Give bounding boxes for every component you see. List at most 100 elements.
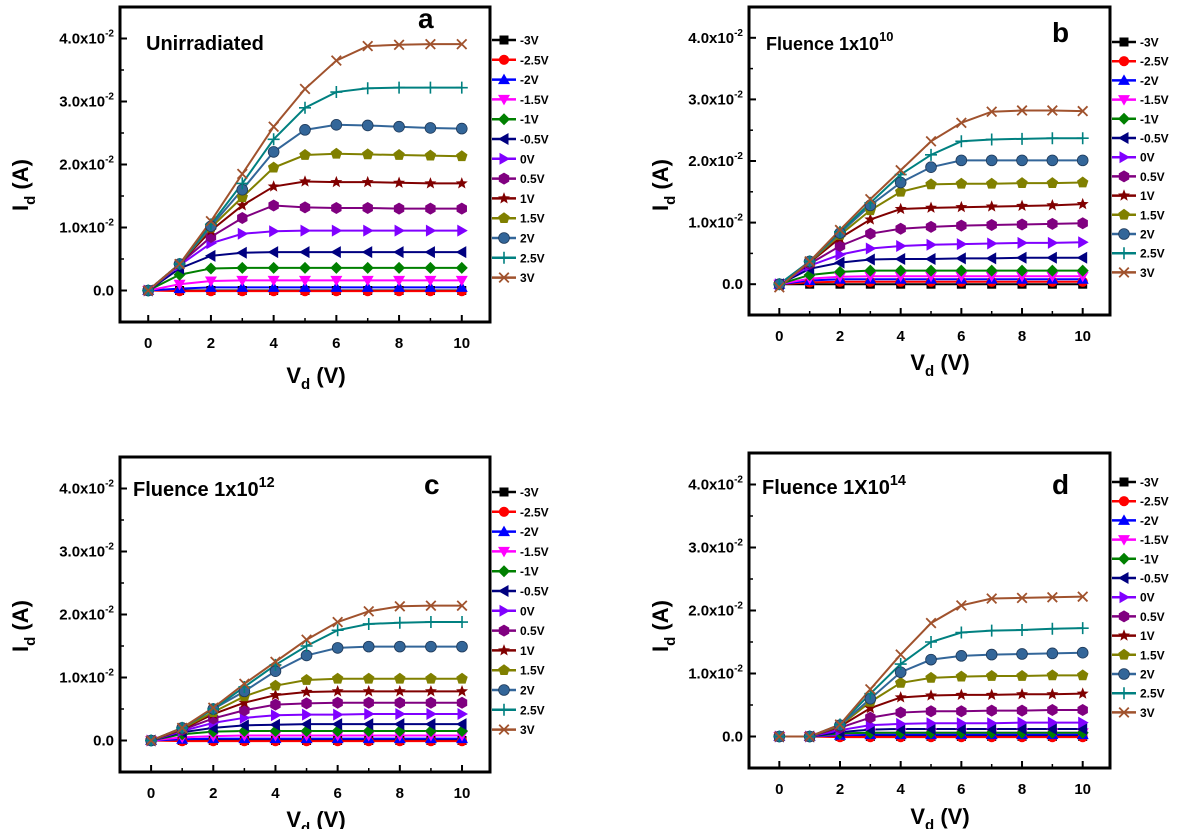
data-point--1V [864,264,877,277]
data-point-2.5V [985,624,998,637]
data-point-3V [864,193,876,205]
data-point-1.5V [925,178,937,190]
legend-marker--2.5V [1118,496,1130,507]
data-point-3V [268,121,280,133]
data-point--1V [330,261,343,274]
data-point-0.5V [1016,218,1028,231]
x-axis-label: Vd (V) [286,807,345,829]
data-point-0V [394,224,406,237]
legend-marker-0V [1119,591,1130,604]
legend-marker-3V [498,724,510,736]
x-tick-label: 0 [144,335,152,352]
data-point-0.5V [986,704,997,717]
data-point-3V [1077,591,1089,603]
data-point-3V [955,600,967,611]
legend-marker-2V [1118,228,1130,240]
data-point-2.5V [1016,132,1029,145]
chart-panel-d: 0 2 4 6 8 10 0.0 1.0x10-2 2.0x10-2 3.0x10-2 4.0… [648,451,1169,829]
data-point-0.5V [331,201,342,214]
legend-label: 2.5V [1140,687,1165,701]
data-point-0.5V [1047,704,1058,717]
legend-marker-2V [1118,668,1130,680]
legend-label: 0V [1140,591,1155,605]
data-point-3V [330,55,342,66]
data-point-3V [363,605,375,617]
data-point-3V [834,224,846,236]
data-point-0.5V [1016,704,1028,717]
data-point-2V [331,642,344,654]
data-point-0V [926,238,938,251]
legend-label: 3V [1140,706,1155,720]
data-point-1.5V [985,177,998,189]
x-tick-label: 10 [1074,328,1091,345]
legend-marker-3V [498,272,510,284]
data-point-2.5V [300,640,313,652]
data-point--1V [834,265,847,278]
data-point--1V [204,262,217,275]
y-tick-label: 4.0x10-2 [688,475,743,494]
data-point-1V [424,177,437,189]
data-point-2V [299,124,311,136]
y-tick-label: 3.0x10-2 [688,538,743,557]
data-point-0.5V [239,704,250,717]
legend-marker-0V [499,152,510,165]
legend-label: -1.5V [1140,533,1169,547]
legend-marker-2.5V [498,703,510,716]
legend-marker--1V [498,565,510,578]
y-tick-label: 0.0 [93,733,114,750]
data-point--0.5V [955,722,966,735]
data-point-0.5V [299,201,311,214]
legend-label: -1V [1140,552,1159,566]
data-point-0.5V [301,697,312,710]
legend-label: -2V [1140,514,1159,528]
data-point-1V [1076,687,1089,699]
data-point-0.5V [270,698,281,711]
data-point--2V [267,281,280,292]
x-tick-label: 2 [836,781,844,798]
data-point-1V [1016,687,1029,700]
legend-marker-1.5V [1118,208,1130,220]
data-point-3V [425,600,437,612]
legend-marker-0.5V [1118,610,1130,623]
x-axis-label: Vd (V) [910,804,969,829]
data-point-3V [1046,591,1058,603]
data-point-1.5V [894,185,907,197]
data-point-0.5V [456,696,468,709]
data-point-0.5V [456,202,467,215]
data-point-2V [1046,647,1059,660]
legend-label: -1V [1140,112,1159,126]
data-point--0.5V [456,718,467,731]
data-point-2.5V [925,148,938,161]
legend-marker--1.5V [498,546,510,558]
data-point-3V [895,649,907,661]
legend: -3V -2.5V -2V -1.5V -1V -0.5V 0V 0.5V 1V 1.5V 2V 2.… [492,34,549,285]
legend-marker-2.5V [1118,687,1130,700]
data-point-1.5V [894,676,907,688]
data-point-2V [1046,154,1059,167]
data-point-0V [987,237,998,250]
panel-label: b [1052,17,1069,48]
data-point-1.5V [1046,669,1059,681]
series-group [773,105,1089,293]
data-point-2.5V [424,81,437,94]
data-point--0.5V [236,246,247,259]
data-point-1.5V [1076,176,1089,188]
legend-marker-1V [1118,629,1130,641]
data-point-3V [1077,105,1089,117]
data-point-1V [267,180,280,192]
legend-marker-1V [1118,189,1130,201]
panel-label: d [1052,469,1069,500]
legend-label: -0.5V [520,133,549,147]
data-point-1.5V [362,148,374,160]
data-point--0.5V [393,246,404,259]
data-point-1.5V [425,672,437,684]
data-point--1V [299,261,311,274]
data-point-0.5V [865,711,876,724]
legend-label: -3V [520,486,539,500]
data-point-2V [361,119,374,132]
data-point-0.5V [895,706,906,719]
data-point-2.5V [393,81,406,94]
legend-marker--0.5V [498,585,509,597]
data-point--1.5V [455,275,468,287]
data-point-0V [865,242,877,255]
